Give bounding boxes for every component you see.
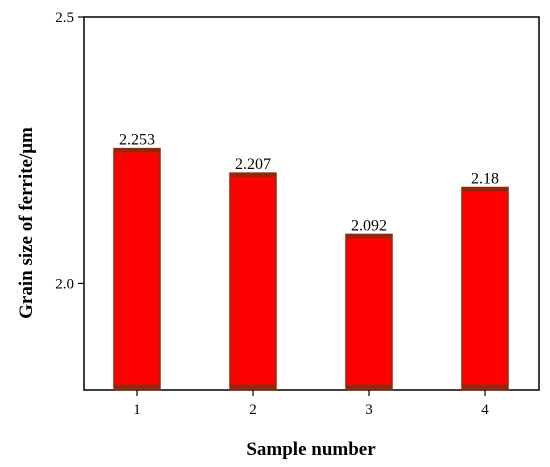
bar-base-edge [462,385,508,390]
data-label-sample-3: 2.092 [351,217,387,234]
data-label-sample-1: 2.253 [119,132,155,149]
x-axis-ticks: 1 2 3 4 [133,390,489,418]
plot-frame [83,16,540,391]
y-tick-label-2.0: 2.0 [55,276,74,292]
x-tick-label-4: 4 [481,402,489,418]
y-axis-title: Grain size of ferrite/μm [16,127,37,319]
bar-base-edge [114,385,160,390]
bar-sample-4 [461,186,509,391]
bar-base-edge [346,385,392,390]
bar-sample-2 [229,172,277,391]
x-tick-label-2: 2 [249,402,257,418]
bar-top-edge [346,234,392,239]
x-tick-label-1: 1 [133,402,141,418]
x-tick-label-3: 3 [365,402,373,418]
y-axis-ticks: 2.0 2.5 [55,10,84,292]
bar-sample-1 [113,147,161,391]
bar-base-edge [230,385,276,390]
bar-sample-3 [345,233,393,391]
data-label-sample-2: 2.207 [235,156,271,173]
bar-top-edge [230,173,276,178]
bar-top-edge [114,148,160,153]
y-tick-label-2.5: 2.5 [55,10,74,26]
data-label-sample-4: 2.18 [471,171,499,188]
bar-top-edge [462,187,508,192]
bars-group: 2.253 2.207 2.092 2.18 [113,132,509,391]
x-axis-title: Sample number [246,439,376,460]
